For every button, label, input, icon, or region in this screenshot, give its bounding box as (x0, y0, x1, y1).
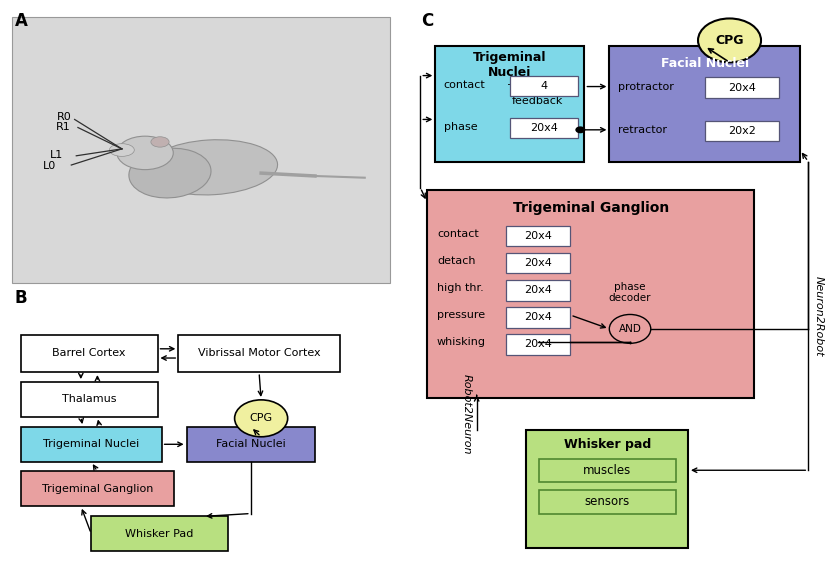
Text: R1: R1 (55, 122, 70, 132)
FancyBboxPatch shape (186, 427, 315, 462)
Text: protractor: protractor (617, 81, 672, 92)
FancyBboxPatch shape (526, 430, 687, 548)
Text: 20x4: 20x4 (523, 231, 551, 241)
Text: 20x4: 20x4 (523, 312, 551, 323)
Text: CPG: CPG (249, 413, 272, 424)
Text: A: A (15, 12, 28, 31)
Text: whisking: whisking (436, 337, 485, 347)
Text: Robot2Neuron: Robot2Neuron (461, 374, 471, 454)
Text: Trigeminal
Nuclei: Trigeminal Nuclei (473, 51, 546, 79)
FancyBboxPatch shape (538, 459, 675, 482)
Ellipse shape (145, 140, 277, 195)
FancyBboxPatch shape (21, 335, 157, 372)
Text: L0: L0 (43, 161, 56, 171)
Text: CPG: CPG (715, 34, 743, 47)
Text: Barrel Cortex: Barrel Cortex (52, 349, 126, 358)
FancyBboxPatch shape (91, 516, 228, 551)
Text: retractor: retractor (617, 125, 666, 135)
Ellipse shape (117, 136, 173, 170)
Text: Thalamus: Thalamus (62, 394, 116, 404)
Text: Trigeminal
feedback: Trigeminal feedback (508, 84, 566, 106)
FancyBboxPatch shape (505, 280, 570, 301)
FancyBboxPatch shape (609, 46, 799, 162)
Text: Facial Nuclei: Facial Nuclei (660, 57, 748, 70)
Text: 20x2: 20x2 (727, 126, 755, 136)
Text: high thr.: high thr. (436, 283, 483, 293)
Circle shape (234, 400, 287, 437)
Text: 20x4: 20x4 (523, 339, 551, 350)
FancyBboxPatch shape (426, 190, 753, 398)
FancyBboxPatch shape (505, 307, 570, 328)
Circle shape (697, 18, 760, 62)
Text: pressure: pressure (436, 310, 484, 320)
Text: Neuron2Robot: Neuron2Robot (812, 276, 822, 356)
FancyBboxPatch shape (505, 253, 570, 273)
Ellipse shape (109, 144, 134, 156)
Text: R0: R0 (57, 112, 72, 122)
Circle shape (609, 314, 650, 343)
Text: 20x4: 20x4 (529, 123, 557, 133)
Text: phase: phase (443, 122, 477, 132)
FancyBboxPatch shape (21, 471, 174, 506)
Text: sensors: sensors (584, 496, 629, 508)
Text: 20x4: 20x4 (523, 258, 551, 268)
FancyBboxPatch shape (509, 76, 577, 96)
Text: 20x4: 20x4 (727, 83, 755, 93)
Text: L1: L1 (50, 149, 63, 160)
Text: Trigeminal Ganglion: Trigeminal Ganglion (512, 201, 668, 215)
Text: C: C (421, 12, 433, 31)
Text: 4: 4 (540, 81, 546, 91)
Ellipse shape (128, 148, 211, 198)
Text: contact: contact (436, 228, 478, 239)
Text: AND: AND (618, 324, 641, 334)
Text: detach: detach (436, 256, 474, 266)
Text: Vibrissal Motor Cortex: Vibrissal Motor Cortex (198, 349, 320, 358)
Text: B: B (15, 289, 27, 308)
Text: Whisker pad: Whisker pad (563, 438, 650, 451)
FancyBboxPatch shape (704, 77, 778, 98)
Text: phase
decoder: phase decoder (608, 282, 651, 304)
Text: Whisker Pad: Whisker Pad (125, 529, 194, 539)
FancyBboxPatch shape (178, 335, 339, 372)
Text: Trigeminal Ganglion: Trigeminal Ganglion (41, 484, 153, 494)
Text: 20x4: 20x4 (523, 285, 551, 295)
Text: Facial Nuclei: Facial Nuclei (215, 439, 286, 449)
FancyBboxPatch shape (435, 46, 584, 162)
Circle shape (575, 126, 585, 133)
FancyBboxPatch shape (505, 334, 570, 355)
FancyBboxPatch shape (704, 121, 778, 141)
FancyBboxPatch shape (21, 427, 161, 462)
FancyBboxPatch shape (505, 226, 570, 246)
FancyBboxPatch shape (21, 382, 157, 417)
Text: Trigeminal Nuclei: Trigeminal Nuclei (43, 439, 139, 449)
Text: muscles: muscles (582, 464, 631, 477)
Ellipse shape (151, 137, 169, 147)
Text: contact: contact (443, 80, 484, 90)
FancyBboxPatch shape (509, 118, 577, 138)
FancyBboxPatch shape (538, 490, 675, 514)
FancyBboxPatch shape (12, 17, 389, 283)
